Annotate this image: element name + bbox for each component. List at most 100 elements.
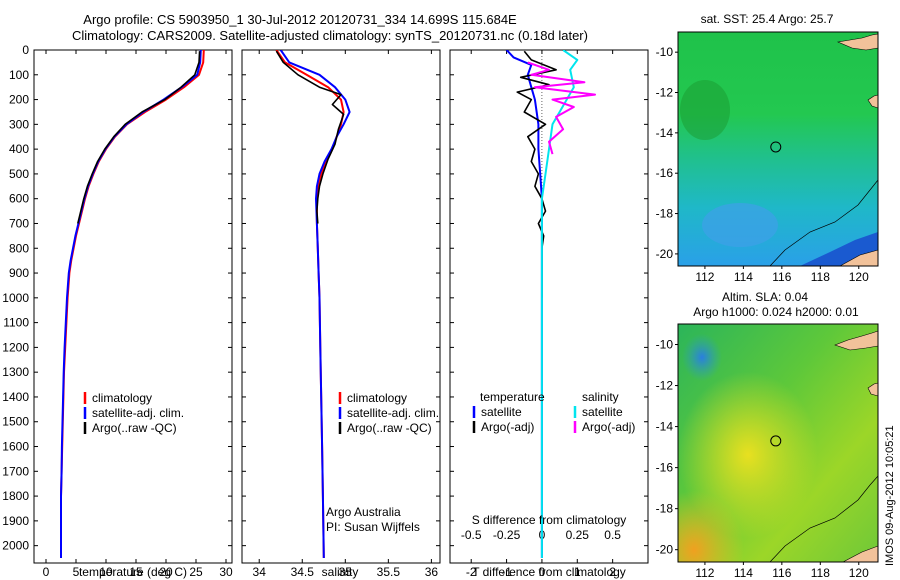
legend-title-temperature: temperature: [480, 390, 545, 404]
difference-axes-frame: [449, 49, 649, 564]
sst-argo-location-marker: [770, 141, 782, 153]
depth-axis: 0 100 200 300 400 500 600 700 800 900 1000 1100 1200…: [2, 43, 232, 553]
map-y-tick-label: -18: [656, 502, 674, 516]
temperature-axes-frame: [33, 49, 233, 564]
series-salinity-satellite: [540, 50, 579, 558]
series-salinity-argo: [527, 61, 596, 155]
temperature-xlabel: temperature (deg C): [79, 565, 187, 579]
temperature-legend: climatology satellite-adj. clim. Argo(..…: [83, 391, 184, 435]
sla-map-axes: 112 114 116 118 120 -10 -12 -14 -16 -18 -20: [656, 338, 869, 580]
map-x-tick-label: 114: [734, 566, 753, 580]
legend-label-t-satellite: satellite: [481, 405, 522, 419]
depth-tick-label: 1300: [2, 365, 29, 379]
sst-warm-patch: [680, 80, 730, 140]
x-tick-label: 35.5: [377, 565, 401, 579]
sst-map-axes: 112 114 116 118 120 -10 -12 -14 -16 -18 -20: [656, 45, 869, 284]
sla-low-patch: [678, 324, 878, 562]
depth-tick-label: 0: [22, 43, 29, 57]
figure-title-line2: Climatology: CARS2009. Satellite-adjuste…: [72, 28, 588, 43]
sst-map-panel: sat. SST: 25.4 Argo: 25.7 112 114 116 118 12…: [656, 12, 879, 284]
sst-cool-patch: [702, 203, 778, 247]
x-tick-label: 30: [219, 565, 233, 579]
map-x-tick-label: 116: [772, 270, 791, 284]
depth-tick-label: 400: [9, 142, 29, 156]
salinity-legend: climatology satellite-adj. clim. Argo(..…: [338, 391, 439, 435]
depth-tick-label: 900: [9, 266, 29, 280]
x-tick-label: 0: [539, 565, 546, 579]
depth-tick-label: 1700: [2, 464, 29, 478]
sst-bathymetry-contour: [769, 179, 879, 267]
annotation-pi: PI: Susan Wijffels: [326, 520, 420, 534]
depth-tick-label: 1100: [3, 316, 29, 330]
difference-x-axis: -2 -1 0 1 2-0.5 -0.25 0 0.25 0.5: [450, 49, 648, 579]
depth-tick-label: 600: [9, 192, 29, 206]
s-diff-tick-label: 0.25: [566, 528, 590, 542]
series-argo: [275, 50, 345, 224]
difference-panel: -2 -1 0 1 2-0.5 -0.25 0 0.25 0.5 S difference fr…: [449, 49, 649, 579]
depth-tick-label: 100: [9, 68, 29, 82]
sla-map-title-line2: Argo h1000: 0.024 h2000: 0.01: [693, 305, 859, 319]
x-tick-label: 35: [339, 565, 353, 579]
map-x-tick-label: 118: [811, 270, 830, 284]
depth-tick-label: 1900: [2, 514, 29, 528]
s-diff-tick-label: -0.25: [493, 528, 521, 542]
x-tick-label: -2: [466, 565, 477, 579]
legend-title-salinity: salinity: [582, 390, 619, 404]
x-tick-label: 1: [574, 565, 581, 579]
series-satellite: [279, 50, 351, 559]
temperature-lines: [60, 50, 205, 558]
map-x-tick-label: 120: [849, 270, 869, 284]
map-y-tick-label: -12: [656, 86, 674, 100]
depth-tick-label: 1400: [2, 390, 29, 404]
depth-tick-label: 800: [9, 241, 29, 255]
sst-map-title: sat. SST: 25.4 Argo: 25.7: [701, 12, 834, 26]
depth-tick-label: 300: [9, 117, 29, 131]
series-argo: [77, 51, 201, 224]
map-y-tick-label: -10: [656, 338, 674, 352]
x-tick-label: 34: [253, 565, 267, 579]
depth-tick-label: 200: [9, 93, 29, 107]
temperature-panel: 0100200300400500600700800900100011001200…: [2, 43, 233, 579]
map-y-tick-label: -16: [656, 461, 674, 475]
salinity-xlabel: salinity: [322, 565, 359, 579]
x-tick-label: 2: [609, 565, 616, 579]
map-y-tick-label: -14: [656, 126, 674, 140]
map-y-tick-label: -14: [656, 420, 674, 434]
depth-tick-label: 1500: [2, 415, 29, 429]
salinity-panel: 34 34.5 35 35.5 36 salinity climatology sate…: [241, 49, 441, 579]
depth-tick-label: 500: [9, 167, 29, 181]
x-tick-label: 0: [43, 565, 50, 579]
sla-map-frame: [677, 323, 879, 563]
depth-tick-label: 1000: [2, 291, 29, 305]
t-difference-xlabel: T difference from climatology: [472, 565, 626, 579]
salinity-x-axis: 34 34.5 35 35.5 36: [242, 49, 440, 579]
x-tick-label: -1: [501, 565, 512, 579]
sla-argo-location-marker: [770, 435, 782, 447]
x-tick-label: 5: [73, 565, 80, 579]
s-difference-xlabel: S difference from climatology: [472, 513, 627, 527]
x-tick-label: 25: [189, 565, 203, 579]
sla-map-title-line1: Altim. SLA: 0.04: [722, 290, 808, 304]
map-x-tick-label: 114: [734, 270, 753, 284]
x-tick-label: 15: [129, 565, 143, 579]
salinity-axes-frame: [241, 49, 441, 564]
legend-label-argo: Argo(..raw -QC): [347, 421, 432, 435]
annotation-institution: Argo Australia: [326, 505, 401, 519]
figure-title-line1: Argo profile: CS 5903950_1 30-Jul-2012 2…: [83, 12, 517, 27]
s-diff-tick-label: 0.5: [604, 528, 621, 542]
difference-legend-temperature: temperature satellite Argo(-adj): [472, 390, 545, 434]
legend-label-satellite: satellite-adj. clim.: [92, 406, 184, 420]
sla-map-panel: Altim. SLA: 0.04 Argo h1000: 0.024 h2000…: [656, 290, 879, 580]
depth-tick-label: 1600: [2, 440, 29, 454]
x-tick-label: 34.5: [291, 565, 315, 579]
legend-label-s-argo: Argo(-adj): [582, 420, 635, 434]
map-x-tick-label: 118: [811, 566, 830, 580]
legend-label-climatology: climatology: [347, 391, 407, 405]
legend-label-argo: Argo(..raw -QC): [92, 421, 177, 435]
depth-tick-label: 700: [9, 216, 29, 230]
x-tick-label: 10: [99, 565, 113, 579]
sst-map-frame: [677, 31, 879, 267]
map-x-tick-label: 116: [772, 566, 791, 580]
map-x-tick-label: 120: [849, 566, 869, 580]
